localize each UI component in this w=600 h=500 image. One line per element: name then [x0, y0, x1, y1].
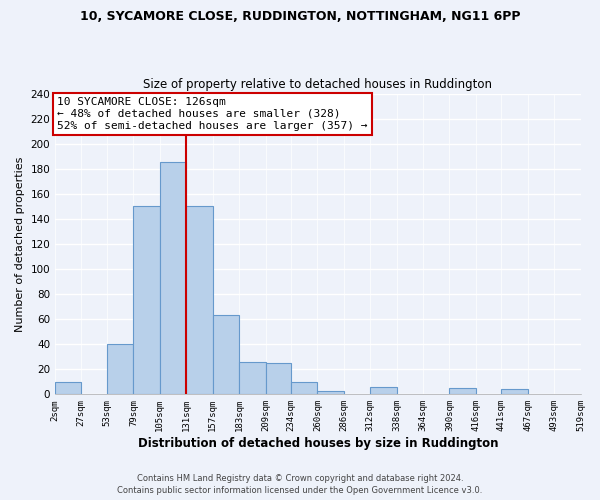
X-axis label: Distribution of detached houses by size in Ruddington: Distribution of detached houses by size …	[137, 437, 498, 450]
Bar	[449, 388, 476, 394]
Bar	[133, 206, 160, 394]
Y-axis label: Number of detached properties: Number of detached properties	[15, 156, 25, 332]
Text: 10, SYCAMORE CLOSE, RUDDINGTON, NOTTINGHAM, NG11 6PP: 10, SYCAMORE CLOSE, RUDDINGTON, NOTTINGH…	[80, 10, 520, 23]
Bar	[317, 390, 344, 394]
Bar	[55, 382, 80, 394]
Bar	[212, 316, 239, 394]
Bar	[266, 363, 291, 394]
Bar	[291, 382, 317, 394]
Bar	[186, 206, 212, 394]
Bar	[160, 162, 186, 394]
Text: 10 SYCAMORE CLOSE: 126sqm
← 48% of detached houses are smaller (328)
52% of semi: 10 SYCAMORE CLOSE: 126sqm ← 48% of detac…	[57, 98, 368, 130]
Bar	[370, 387, 397, 394]
Bar	[107, 344, 133, 395]
Text: Contains HM Land Registry data © Crown copyright and database right 2024.
Contai: Contains HM Land Registry data © Crown c…	[118, 474, 482, 495]
Bar	[501, 390, 527, 394]
Title: Size of property relative to detached houses in Ruddington: Size of property relative to detached ho…	[143, 78, 493, 91]
Bar	[239, 362, 266, 394]
